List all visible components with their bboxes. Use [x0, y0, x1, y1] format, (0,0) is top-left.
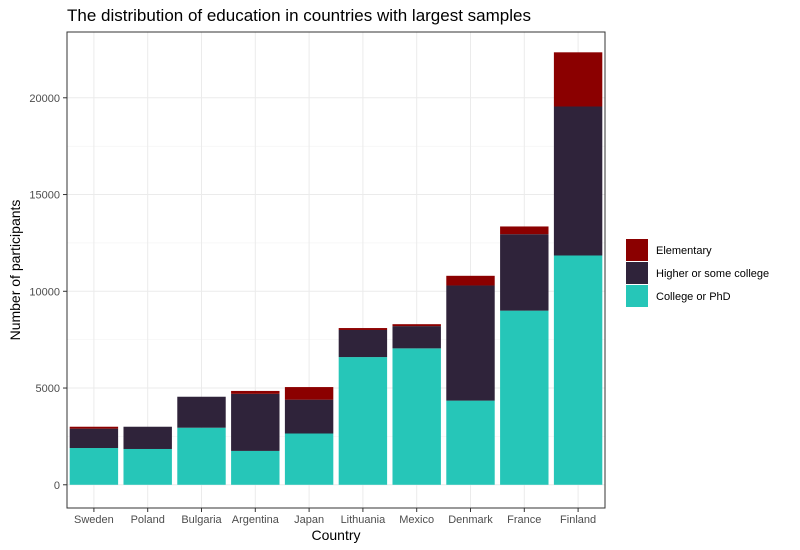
- bar-bulgaria-higher-or-some-college: [177, 396, 226, 428]
- bar-sweden-elementary: [69, 426, 119, 429]
- y-tick-label: 15000: [29, 190, 60, 202]
- x-tick-label-japan: Japan: [294, 514, 324, 526]
- x-axis-title: Country: [311, 527, 360, 543]
- bar-france-higher-or-some-college: [500, 234, 549, 311]
- legend-key-college-or-phd: [626, 285, 648, 307]
- bar-denmark-higher-or-some-college: [446, 285, 495, 401]
- y-axis-title: Number of participants: [7, 200, 23, 341]
- x-tick-label-finland: Finland: [560, 514, 596, 526]
- x-tick-label-bulgaria: Bulgaria: [181, 514, 222, 526]
- bar-finland-college-or-phd: [553, 255, 603, 485]
- bar-denmark-college-or-phd: [446, 400, 495, 485]
- y-tick-label: 0: [54, 480, 60, 492]
- x-tick-label-france: France: [507, 514, 541, 526]
- x-tick-label-poland: Poland: [131, 514, 165, 526]
- legend-label-college-or-phd: College or PhD: [656, 291, 731, 303]
- bar-france-college-or-phd: [500, 310, 549, 485]
- bar-sweden-college-or-phd: [69, 448, 119, 485]
- legend: Elementary Higher or some college College …: [626, 239, 769, 307]
- y-tick-label: 5000: [36, 383, 60, 395]
- bar-lithuania-elementary: [338, 328, 388, 330]
- legend-key-elementary: [626, 239, 648, 261]
- x-tick-label-denmark: Denmark: [448, 514, 493, 526]
- bar-denmark-elementary: [446, 275, 495, 286]
- bar-argentina-elementary: [231, 390, 280, 394]
- x-tick-label-sweden: Sweden: [74, 514, 114, 526]
- y-axis: 0 5000 10000 15000 20000: [29, 93, 67, 492]
- bar-japan-elementary: [284, 387, 334, 400]
- legend-key-higher-or-some-college: [626, 262, 648, 284]
- y-tick-label: 20000: [29, 93, 60, 105]
- bar-poland-higher-or-some-college: [123, 426, 172, 449]
- bar-japan-college-or-phd: [284, 433, 334, 485]
- bar-france-elementary: [500, 226, 549, 235]
- bar-finland-elementary: [553, 52, 603, 107]
- bar-sweden-higher-or-some-college: [69, 428, 119, 449]
- bar-japan-higher-or-some-college: [284, 399, 334, 434]
- x-tick-label-argentina: Argentina: [232, 514, 280, 526]
- bar-mexico-college-or-phd: [392, 348, 441, 485]
- bar-lithuania-higher-or-some-college: [338, 329, 388, 358]
- x-tick-label-mexico: Mexico: [399, 514, 434, 526]
- legend-label-elementary: Elementary: [656, 245, 712, 257]
- bar-finland-higher-or-some-college: [553, 106, 603, 256]
- bar-argentina-higher-or-some-college: [231, 393, 280, 451]
- bar-mexico-higher-or-some-college: [392, 326, 441, 349]
- plot-panel-border: [66, 31, 606, 509]
- bars-layer: [69, 52, 603, 485]
- bar-poland-college-or-phd: [123, 448, 172, 485]
- bar-bulgaria-college-or-phd: [177, 427, 226, 485]
- bar-mexico-elementary: [392, 324, 441, 327]
- bar-lithuania-college-or-phd: [338, 357, 388, 485]
- x-tick-label-lithuania: Lithuania: [341, 514, 387, 526]
- bar-argentina-college-or-phd: [231, 450, 280, 485]
- y-tick-label: 10000: [29, 286, 60, 298]
- chart-title: The distribution of education in countri…: [67, 6, 531, 25]
- x-axis: Sweden Poland Bulgaria Argentina Japan Lithua…: [74, 508, 596, 526]
- legend-label-higher-or-some-college: Higher or some college: [656, 268, 769, 280]
